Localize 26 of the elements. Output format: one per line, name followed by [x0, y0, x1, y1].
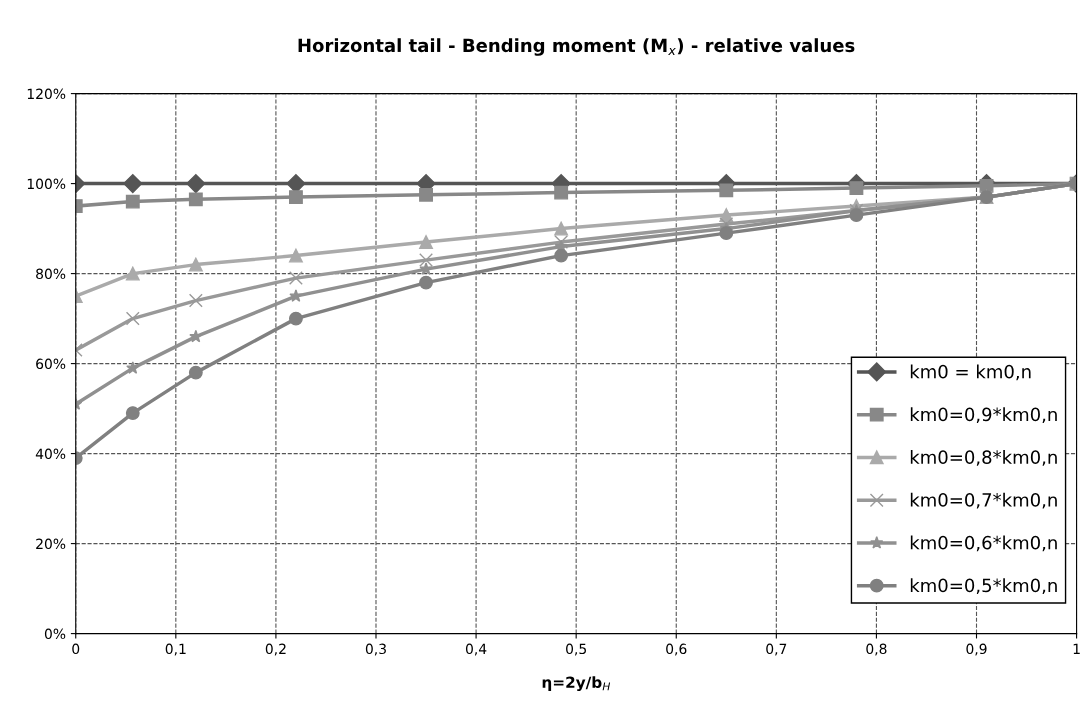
- chart-title: Horizontal tail - Bending moment (M$_{x}$) - relative values: [298, 38, 855, 56]
- x-tick-label: 0: [72, 643, 80, 655]
- legend-label: km0=0,5*km0,n: [910, 578, 1057, 595]
- legend-label: km0=0,7*km0,n: [910, 492, 1057, 509]
- legend-label: km0=0,9*km0,n: [910, 407, 1057, 424]
- y-tick-label: 120%: [27, 88, 66, 100]
- x-tick-label: 0,7: [766, 643, 787, 656]
- y-tick-label: 60%: [36, 358, 66, 370]
- y-tick-label: 80%: [36, 268, 66, 280]
- legend-label: km0 = km0,n: [910, 364, 1031, 381]
- legend-label: km0=0,8*km0,n: [910, 450, 1057, 466]
- y-tick-label: 100%: [27, 178, 66, 190]
- x-tick-label: 0,4: [465, 643, 487, 656]
- x-tick-label: 0,9: [966, 643, 987, 656]
- x-tick-label: 1: [1073, 643, 1080, 654]
- y-tick-label: 0%: [44, 628, 66, 640]
- legend-label: km0=0,6*km0,n: [910, 535, 1057, 552]
- x-tick-label: 0,3: [365, 643, 386, 656]
- x-axis-title: η=2y/b$_{H}$: [542, 676, 611, 692]
- y-tick-label: 40%: [35, 448, 66, 460]
- x-tick-label: 0,2: [265, 643, 286, 656]
- x-tick-label: 0,6: [666, 643, 687, 656]
- x-tick-label: 0,5: [566, 643, 586, 656]
- x-tick-label: 0,8: [866, 643, 887, 656]
- y-tick-label: 20%: [36, 538, 66, 550]
- x-tick-label: 0,1: [165, 643, 186, 656]
